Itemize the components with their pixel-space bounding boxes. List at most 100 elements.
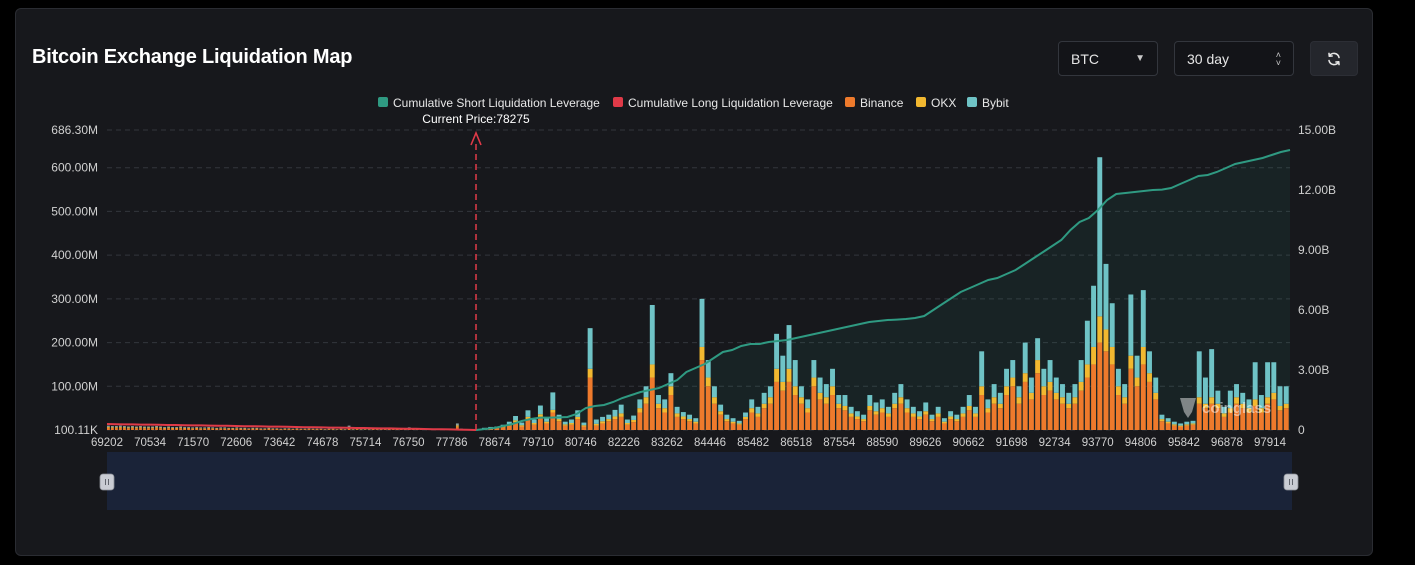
short-bar-binance-9 bbox=[537, 416, 543, 430]
short-bar-okx-47 bbox=[774, 368, 780, 382]
coin-select[interactable]: BTC ▼ bbox=[1058, 41, 1158, 76]
range-select[interactable]: 30 day ˄ ˅ bbox=[1174, 41, 1294, 76]
short-bar-okx-10 bbox=[544, 421, 550, 424]
long-bar-binance-55 bbox=[327, 429, 331, 430]
zoom-slider[interactable] bbox=[99, 452, 1299, 510]
short-bar-binance-104 bbox=[1128, 368, 1134, 430]
short-bar-bybit-51 bbox=[798, 386, 804, 398]
x-axis-tick-6: 75714 bbox=[349, 437, 382, 449]
short-bar-bybit-116 bbox=[1202, 377, 1208, 404]
right-axis-tick-5: 15.00B bbox=[1298, 123, 1336, 137]
short-bar-bybit-112 bbox=[1178, 423, 1184, 426]
short-bar-bybit-70 bbox=[917, 411, 922, 417]
short-bar-bybit-39 bbox=[724, 414, 730, 420]
short-bar-binance-106 bbox=[1140, 364, 1146, 430]
short-bar-binance-12 bbox=[556, 421, 562, 430]
short-bar-binance-111 bbox=[1171, 425, 1177, 430]
short-bar-okx-114 bbox=[1190, 423, 1196, 425]
long-bar-binance-24 bbox=[203, 428, 207, 430]
legend-label-1: Cumulative Long Liquidation Leverage bbox=[628, 96, 833, 110]
short-bar-binance-79 bbox=[973, 416, 978, 430]
short-bar-bybit-98 bbox=[1091, 285, 1097, 347]
short-bar-okx-33 bbox=[687, 419, 693, 422]
short-bar-binance-81 bbox=[985, 412, 991, 430]
short-bar-bybit-106 bbox=[1140, 290, 1146, 347]
short-bar-bybit-87 bbox=[1022, 342, 1028, 374]
short-bar-okx-58 bbox=[842, 405, 848, 411]
x-axis-tick-25: 95842 bbox=[1168, 437, 1200, 449]
short-bar-okx-120 bbox=[1227, 408, 1233, 413]
short-bar-binance-13 bbox=[562, 425, 568, 430]
short-bar-bybit-80 bbox=[979, 351, 985, 387]
left-axis-tick-2: 200.00M bbox=[51, 336, 98, 350]
short-bar-okx-108 bbox=[1153, 392, 1159, 400]
short-bar-binance-94 bbox=[1066, 408, 1072, 430]
short-bar-okx-117 bbox=[1209, 397, 1215, 404]
short-bar-okx-13 bbox=[562, 424, 568, 426]
x-axis-tick-24: 94806 bbox=[1125, 437, 1157, 449]
refresh-button[interactable] bbox=[1310, 41, 1358, 76]
short-bar-bybit-97 bbox=[1084, 320, 1090, 365]
short-bar-bybit-27 bbox=[649, 304, 655, 365]
long-bar-binance-52 bbox=[315, 429, 319, 430]
short-bar-bybit-89 bbox=[1035, 338, 1041, 361]
short-bar-bybit-59 bbox=[848, 406, 854, 414]
long-bar-bybit-87 bbox=[455, 423, 459, 426]
refresh-icon bbox=[1328, 52, 1340, 65]
range-select-value: 30 day bbox=[1187, 50, 1230, 67]
short-bar-okx-23 bbox=[624, 423, 630, 425]
long-bar-bybit-25 bbox=[207, 426, 211, 428]
short-bar-okx-91 bbox=[1047, 381, 1053, 391]
short-bar-bybit-63 bbox=[873, 402, 879, 412]
short-bar-okx-100 bbox=[1103, 329, 1109, 352]
short-bar-bybit-22 bbox=[618, 404, 624, 414]
left-axis-tick-0: 100.11K bbox=[54, 423, 98, 437]
short-bar-binance-64 bbox=[879, 412, 885, 430]
short-bar-binance-3 bbox=[500, 427, 506, 430]
long-bar-binance-47 bbox=[295, 429, 299, 430]
short-bar-okx-94 bbox=[1066, 403, 1072, 409]
long-bar-binance-33 bbox=[239, 428, 243, 430]
long-bar-bybit-32 bbox=[235, 427, 239, 429]
short-bar-okx-107 bbox=[1147, 373, 1152, 382]
long-bar-binance-22 bbox=[195, 428, 199, 430]
short-bar-binance-17 bbox=[587, 377, 593, 430]
short-bar-bybit-85 bbox=[1010, 360, 1016, 378]
long-bar-bybit-38 bbox=[259, 428, 263, 429]
short-bar-binance-70 bbox=[917, 419, 922, 430]
short-bar-okx-84 bbox=[1004, 386, 1010, 396]
short-bar-binance-74 bbox=[941, 423, 947, 430]
short-bar-binance-18 bbox=[593, 425, 599, 430]
short-bar-bybit-113 bbox=[1184, 421, 1190, 425]
short-bar-binance-89 bbox=[1035, 373, 1041, 430]
short-bar-bybit-96 bbox=[1078, 360, 1084, 382]
long-bar-bybit-19 bbox=[183, 426, 187, 428]
long-bar-bybit-7 bbox=[135, 426, 138, 428]
short-bar-okx-17 bbox=[587, 368, 593, 378]
short-bar-okx-22 bbox=[618, 413, 624, 417]
long-bar-okx-29 bbox=[223, 428, 227, 429]
short-bar-okx-73 bbox=[935, 413, 941, 417]
short-bar-okx-12 bbox=[556, 419, 562, 422]
short-bar-bybit-14 bbox=[569, 419, 574, 424]
short-bar-binance-51 bbox=[798, 403, 804, 430]
short-bar-okx-99 bbox=[1097, 316, 1103, 343]
long-bar-binance-38 bbox=[259, 429, 263, 430]
short-bar-bybit-117 bbox=[1209, 349, 1215, 398]
short-bar-binance-35 bbox=[699, 360, 705, 430]
short-bar-okx-123 bbox=[1246, 408, 1252, 413]
right-axis-labels: 0 3.00B 6.00B 9.00B 12.00B 15.00B bbox=[1298, 123, 1336, 437]
short-bar-binance-10 bbox=[544, 423, 550, 430]
short-bar-bybit-32 bbox=[680, 412, 686, 417]
legend-label-0: Cumulative Short Liquidation Leverage bbox=[393, 96, 600, 110]
x-axis-tick-2: 71570 bbox=[177, 437, 209, 449]
long-bar-binance-43 bbox=[279, 429, 283, 430]
short-bar-okx-31 bbox=[674, 413, 680, 417]
short-bar-binance-16 bbox=[581, 426, 587, 430]
short-bar-bybit-72 bbox=[929, 414, 935, 420]
short-bar-binance-103 bbox=[1122, 403, 1128, 430]
long-bar-binance-45 bbox=[287, 429, 291, 430]
short-bar-binance-44 bbox=[755, 416, 761, 430]
x-axis-tick-11: 80746 bbox=[565, 437, 597, 449]
long-bar-bybit-75 bbox=[407, 427, 411, 429]
